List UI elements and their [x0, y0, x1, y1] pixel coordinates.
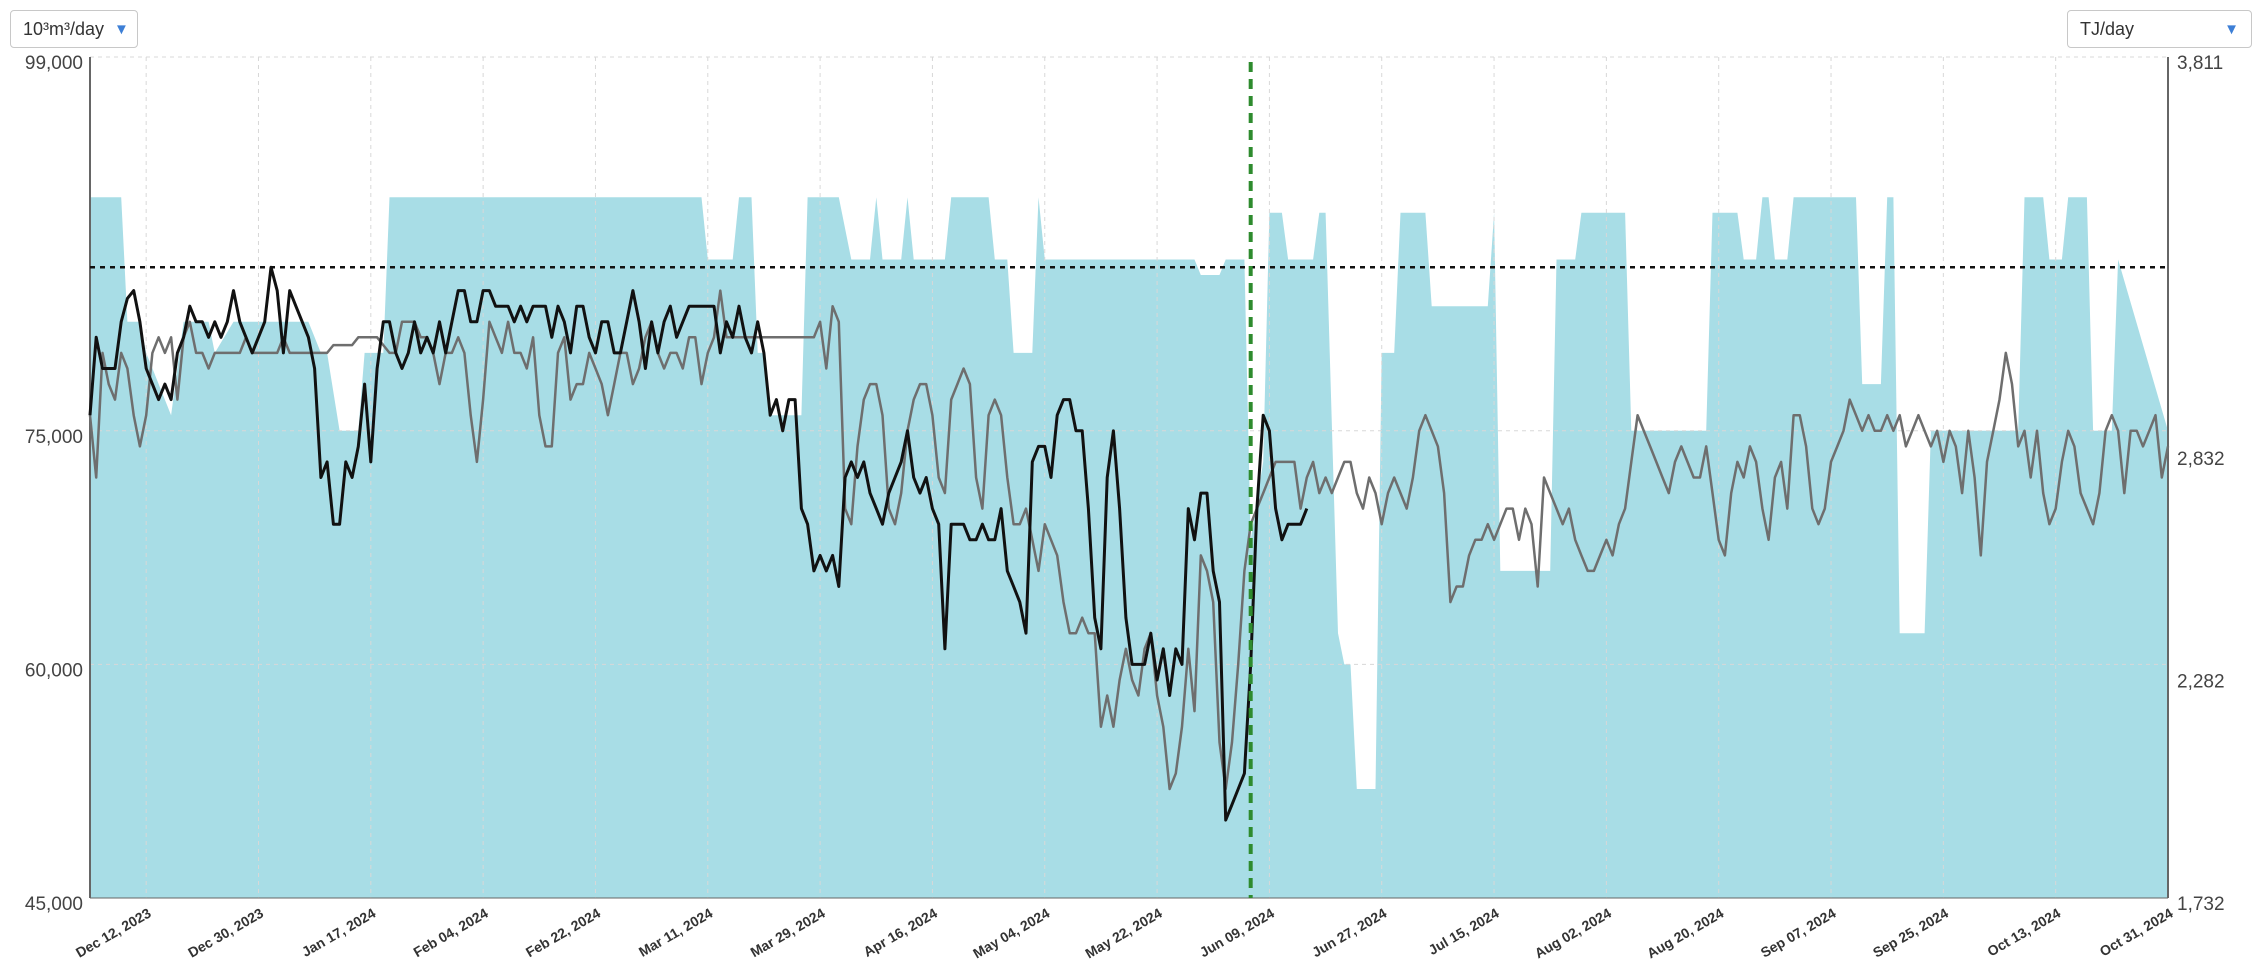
right-unit-label: TJ/day — [2080, 18, 2135, 39]
y-right-tick-label: 2,282 — [2177, 672, 2225, 693]
y-left-tick-label: 45,000 — [25, 894, 83, 915]
x-tick-label: Jul 15, 2024 — [1425, 905, 1501, 958]
x-tick-label: Dec 30, 2023 — [185, 905, 266, 961]
x-tick-label: Sep 25, 2024 — [1870, 905, 1951, 961]
x-tick-label: Dec 12, 2023 — [73, 905, 154, 961]
x-tick-label: Mar 11, 2024 — [636, 905, 716, 960]
x-tick-label: Aug 20, 2024 — [1644, 905, 1726, 962]
chevron-down-icon: ▼ — [114, 20, 129, 38]
chevron-down-icon: ▼ — [2224, 20, 2239, 38]
x-tick-label: Apr 16, 2024 — [860, 905, 940, 960]
x-tick-label: May 22, 2024 — [1082, 905, 1164, 962]
x-tick-label: Feb 04, 2024 — [411, 905, 491, 961]
x-tick-label: Feb 22, 2024 — [523, 905, 603, 961]
right-unit-select[interactable]: TJ/day ▼ — [2067, 10, 2252, 48]
x-tick-label: Aug 02, 2024 — [1532, 905, 1614, 962]
x-tick-label: May 04, 2024 — [970, 905, 1052, 962]
x-tick-label: Jun 09, 2024 — [1197, 905, 1277, 961]
x-tick-label: Jan 17, 2024 — [299, 905, 379, 960]
y-left-tick-label: 75,000 — [25, 427, 83, 448]
series-dark-line — [88, 265, 1309, 822]
x-tick-label: Jun 27, 2024 — [1309, 905, 1389, 961]
left-unit-select[interactable]: 10³m³/day ▼ — [10, 10, 138, 48]
y-right-tick-label: 3,811 — [2177, 53, 2223, 74]
x-tick-label: Oct 31, 2024 — [2097, 905, 2176, 960]
y-right-tick-label: 1,732 — [2177, 894, 2225, 915]
series-gray-line — [88, 289, 2170, 791]
x-tick-label: Oct 13, 2024 — [1984, 905, 2063, 960]
left-unit-label: 10³m³/day — [23, 18, 105, 39]
y-left-tick-label: 99,000 — [25, 53, 83, 74]
x-tick-label: Mar 29, 2024 — [747, 905, 827, 961]
y-left-tick-label: 60,000 — [25, 660, 83, 681]
x-tick-label: Sep 07, 2024 — [1758, 905, 1839, 961]
y-right-tick-label: 2,832 — [2177, 449, 2225, 470]
capacity-area — [90, 197, 2168, 898]
